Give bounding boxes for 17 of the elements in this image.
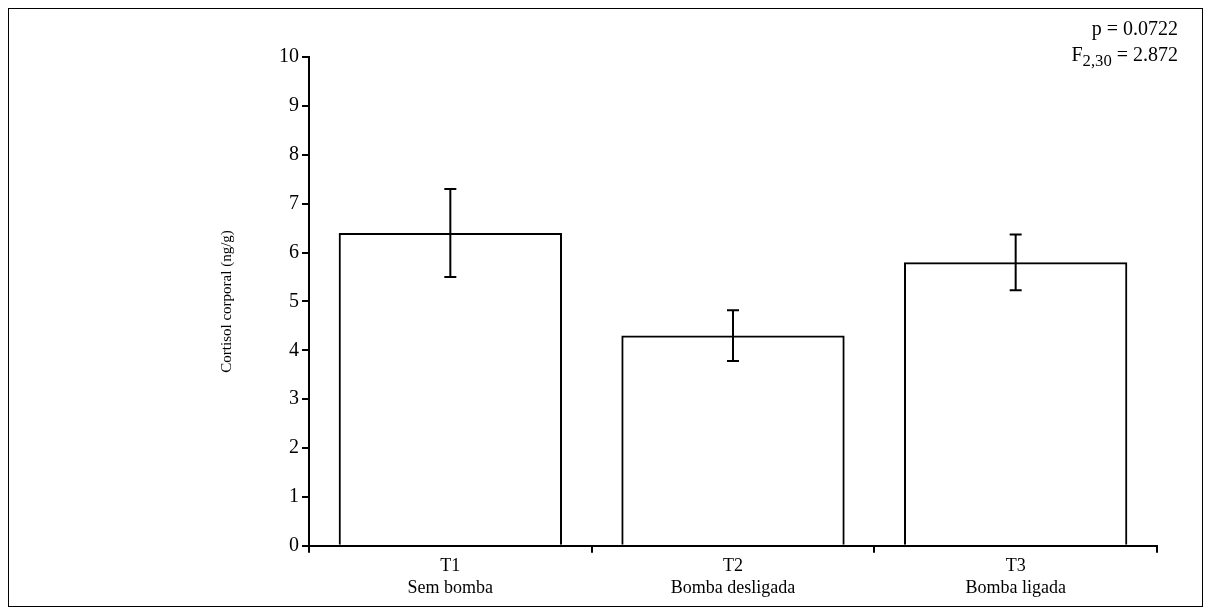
y-tick-label: 3 — [289, 386, 299, 409]
y-tick-label: 2 — [289, 435, 299, 458]
y-tick-label: 1 — [289, 484, 299, 507]
y-tick-label: 0 — [289, 533, 299, 556]
x-tick-label: T3 Bomba ligada — [965, 555, 1066, 597]
y-tick-label: 5 — [289, 288, 299, 311]
text: p = 0.0722 — [1090, 16, 1178, 41]
x-tick-label: T1 Sem bomba — [407, 555, 494, 597]
annotation: F$_{2,30}$ = 2.872 — [1071, 42, 1178, 72]
y-tick-label: 6 — [289, 239, 299, 262]
y-tick-label: 10 — [279, 44, 299, 67]
y-tick-label: 9 — [289, 93, 299, 116]
y-tick-label: 7 — [289, 190, 299, 213]
x-tick-label: T2 Bomba desligada — [670, 555, 796, 597]
y-axis-title: Cortisol corporal (ng/g) — [217, 230, 235, 373]
y-tick-label: 4 — [289, 337, 299, 360]
y-tick-label: 8 — [289, 142, 299, 165]
